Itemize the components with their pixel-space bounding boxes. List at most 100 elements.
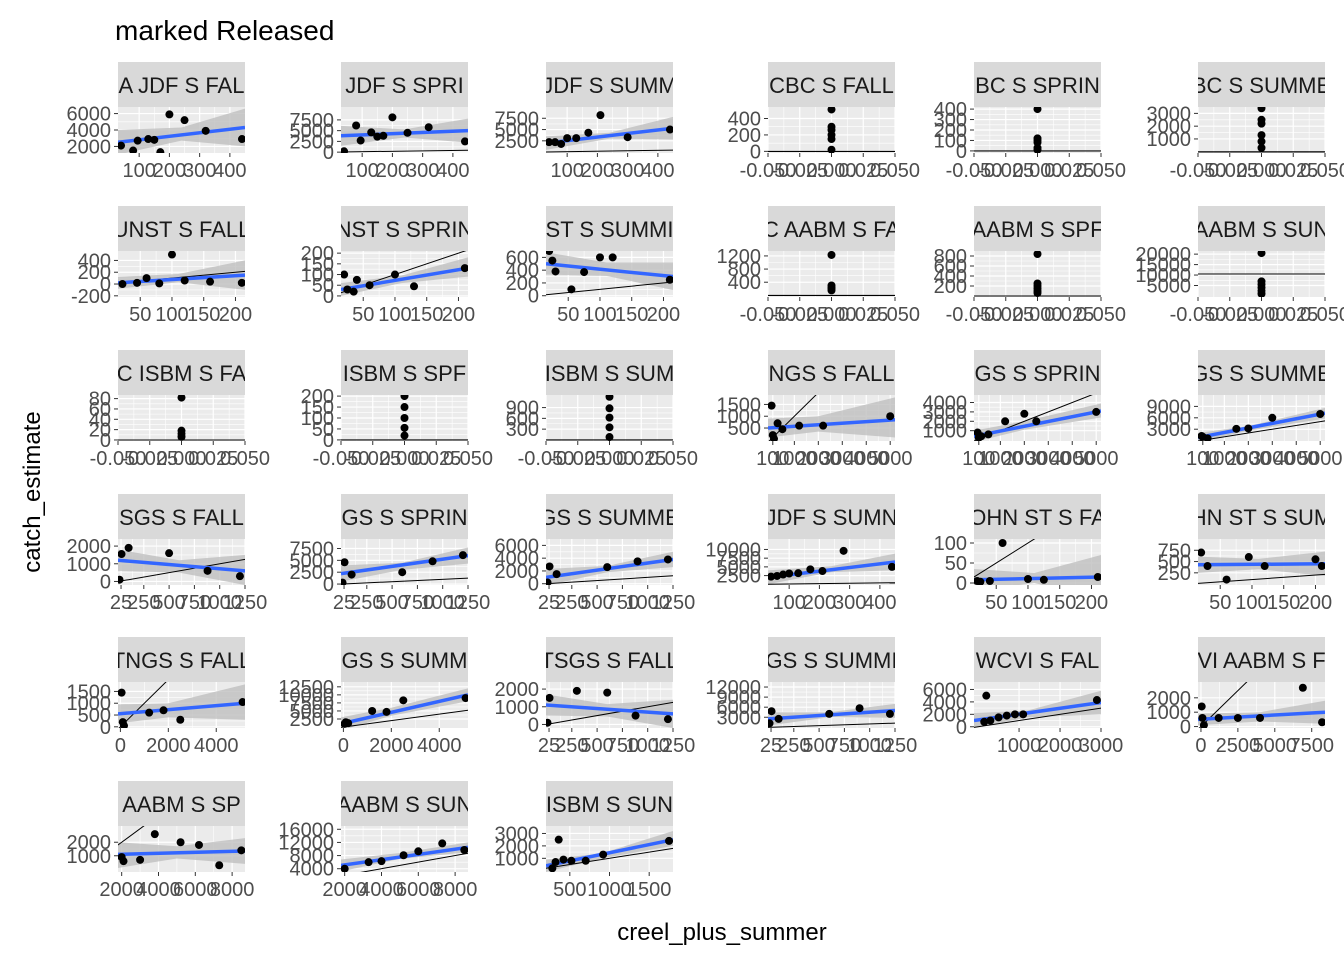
data-point [998,539,1007,547]
y-tick-label: 1200 [717,246,762,268]
data-point [1317,562,1325,571]
y-tick-label: 1500 [717,394,762,416]
data-point [1033,289,1042,297]
data-point [1039,575,1048,584]
data-point [155,279,164,288]
data-point [572,686,581,695]
y-tick-label: 400 [506,260,539,282]
x-tick-label: 5000 [1253,735,1298,757]
facet-strip [118,62,245,107]
data-point [1316,410,1325,419]
x-tick-label: 1000 [197,592,242,614]
fit-line [546,703,673,716]
data-point [400,423,409,432]
data-point [133,278,142,287]
panel-plot-area [118,682,245,728]
x-tick-label: 200 [647,304,680,326]
data-point [165,110,174,119]
y-tick-label: 0 [528,714,539,736]
data-point [1257,137,1266,146]
data-point [142,274,151,283]
y-tick-label: -200 [71,286,111,308]
y-tick-label: 5000 [290,550,335,572]
x-tick-label: 4000 [136,879,181,901]
x-tick-label: 8000 [433,879,478,901]
x-tick-label: -0.050 [1170,160,1227,182]
y-tick-label: 200 [728,125,761,147]
y-tick-label: 6000 [923,679,968,701]
data-point [460,845,468,854]
data-point [373,132,382,141]
y-tick-label: 2000 [1147,116,1192,138]
x-tick-label: 1000 [978,448,1023,470]
data-point [1023,575,1032,583]
x-tick-label: 0.050 [1076,160,1126,182]
x-tick-label: 2000 [1038,735,1083,757]
data-point [773,419,782,428]
panel-plot-area [118,539,245,585]
x-tick-label: 2000 [369,735,414,757]
panel-plot-area [768,251,895,297]
y-tick-label: 750 [1158,540,1191,562]
data-point [424,123,433,132]
y-tick-label: 7500 [290,538,335,560]
data-point [1093,573,1101,581]
y-tick-label: 2000 [1147,688,1192,710]
x-tick-label: 1250 [873,735,918,757]
y-tick-label: 0 [100,717,111,739]
data-point [237,135,245,144]
facet-panel: AABM S SUN400080001200016000200040006000… [278,781,478,901]
x-tick-label: 0.000 [1236,160,1286,182]
data-point [167,251,176,259]
x-tick-label: 3000 [1250,448,1295,470]
facet-strip [546,350,673,395]
y-tick-label: 100 [301,265,334,287]
facet-strip-label: AABM S SP [122,792,241,817]
data-point [985,577,994,585]
facet-strip [974,62,1101,107]
y-tick-label: 7500 [495,108,540,130]
y-tick-label: 2500 [717,566,762,588]
x-tick-label: 0.000 [379,448,429,470]
fit-line [546,262,673,279]
data-point [1198,548,1206,557]
x-tick-label: 200 [442,304,475,326]
data-point [663,555,672,564]
facet-strip [341,637,468,682]
y-tick-label: 1000 [495,697,540,719]
x-tick-label: 0.025 [1268,160,1318,182]
x-tick-label: 150 [1267,592,1300,614]
data-point [133,136,142,145]
data-point [119,721,128,728]
y-tick-label: 2500 [290,709,335,731]
panel-plot-area [546,395,673,441]
x-tick-label: 100 [1235,592,1268,614]
panel-plot-area [341,251,468,297]
x-tick-label: 750 [401,592,434,614]
panel-plot-area [341,107,468,153]
facet-strip [768,62,895,107]
data-point [341,578,347,585]
data-point [546,251,554,255]
data-point [341,558,349,567]
data-point [1257,289,1266,297]
facet-panel: NGS S FALL500100015001001000200030004000… [717,350,913,470]
x-tick-label: 5000 [868,448,913,470]
y-tick-label: 2500 [290,131,335,153]
x-tick-label: 0.000 [1236,304,1286,326]
x-tick-label: -0.025 [1201,160,1258,182]
x-tick-label: 500 [553,879,586,901]
x-tick-label: 50 [985,592,1007,614]
x-tick-label: 50 [352,304,374,326]
data-point [546,718,552,727]
facet-strip [341,350,468,395]
x-tick-label: 0.025 [838,160,888,182]
data-point [341,864,349,872]
y-tick-label: 7500 [290,110,335,132]
y-tick-label: 1000 [67,693,112,715]
